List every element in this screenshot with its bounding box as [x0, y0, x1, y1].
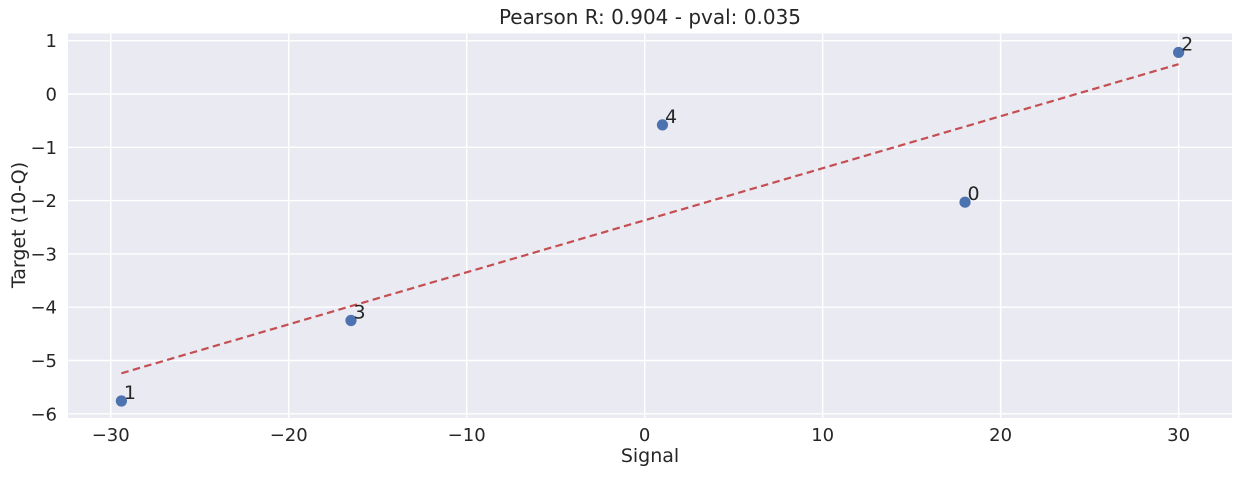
data-point-4 [656, 119, 669, 131]
x-tick-label-30: 30 [1167, 425, 1190, 446]
data-point-label-1: 1 [124, 382, 136, 404]
data-point-label-3: 3 [353, 302, 365, 324]
x-tick-label-0: 0 [639, 425, 650, 446]
y-tick-label-0: 0 [46, 84, 57, 105]
y-tick-label--1: −1 [30, 138, 57, 159]
regression-line [121, 63, 1179, 375]
y-tick-label--6: −6 [30, 404, 57, 425]
data-point-label-0: 0 [968, 183, 980, 205]
y-tick-label--2: −2 [30, 191, 57, 212]
x-axis-label: Signal [620, 445, 680, 467]
data-point-0 [959, 196, 971, 208]
data-point-3 [345, 314, 357, 327]
data-point-1 [115, 395, 127, 407]
x-tick-label--10: −10 [448, 425, 486, 446]
chart-title: Pearson R: 0.904 - pval: 0.035 [498, 5, 802, 29]
data-point-label-4: 4 [665, 106, 677, 128]
y-tick-label--4: −4 [30, 298, 57, 319]
x-tick-label--20: −20 [270, 425, 308, 446]
x-tick-label--30: −30 [92, 425, 130, 446]
data-point-2 [1173, 46, 1185, 59]
x-tick-label-20: 20 [989, 425, 1012, 446]
y-axis-label: Target (10-Q) [8, 161, 30, 289]
y-tick-label-1: 1 [46, 31, 57, 52]
x-tick-label-10: 10 [811, 425, 834, 446]
y-tick-label--5: −5 [30, 351, 57, 372]
data-point-label-2: 2 [1181, 33, 1193, 55]
plot-area [68, 33, 1232, 418]
y-tick-label--3: −3 [30, 244, 57, 265]
